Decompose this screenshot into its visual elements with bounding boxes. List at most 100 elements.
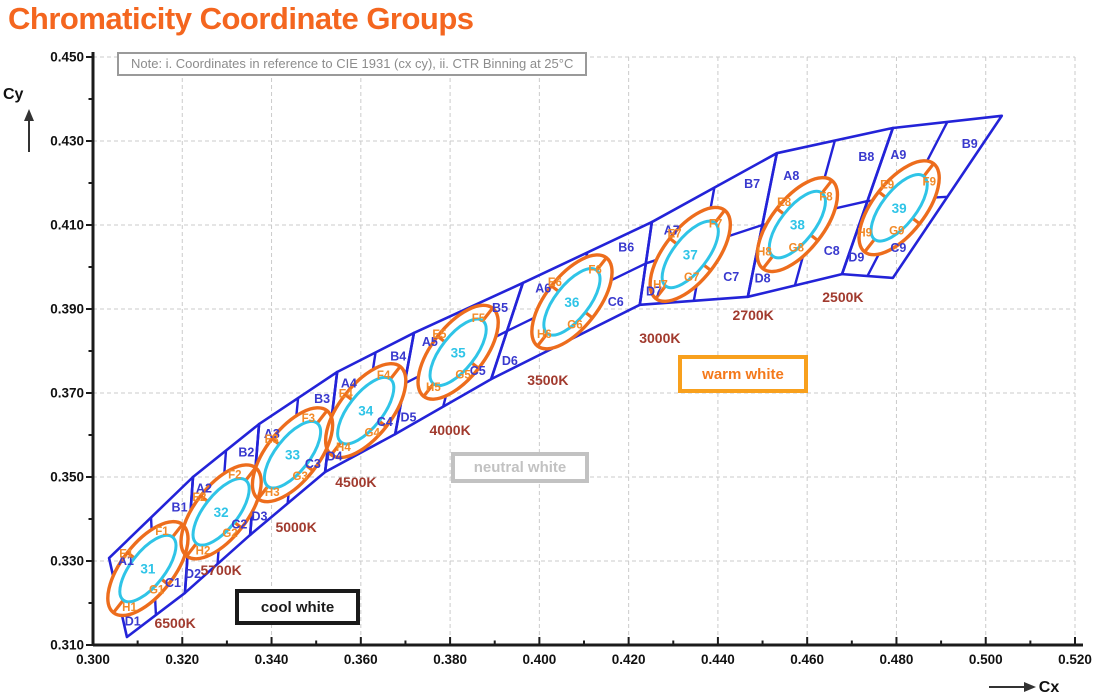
bin-quad-39 bbox=[840, 114, 1004, 280]
quadrant-label-D6: D6 bbox=[502, 354, 518, 368]
ellipse-label-H4: H4 bbox=[336, 442, 351, 454]
quadrant-label-C5: C5 bbox=[470, 364, 486, 378]
quadrant-label-C9: C9 bbox=[890, 241, 906, 255]
quadrant-label-B9: B9 bbox=[962, 137, 978, 151]
y-tick-label: 0.330 bbox=[50, 554, 84, 569]
x-axis-title: Cx bbox=[1039, 679, 1060, 696]
ellipse-label-G4: G4 bbox=[365, 428, 381, 440]
y-axis-arrow-icon bbox=[24, 109, 34, 121]
bin-ellipse-group-37 bbox=[648, 205, 733, 304]
ellipse-label-H5: H5 bbox=[426, 382, 441, 394]
inner-ellipse bbox=[660, 219, 720, 290]
x-tick-label: 0.360 bbox=[344, 652, 378, 667]
ellipse-label-F1: F1 bbox=[155, 526, 169, 538]
cct-label-4000K: 4000K bbox=[429, 422, 470, 438]
ellipse-label-F8: F8 bbox=[819, 192, 833, 204]
outer-ellipse bbox=[323, 361, 408, 460]
y-tick-label: 0.390 bbox=[50, 302, 84, 317]
ellipse-label-F9: F9 bbox=[923, 177, 936, 189]
quadrant-label-B6: B6 bbox=[618, 241, 634, 255]
outer-ellipse bbox=[106, 519, 190, 618]
ellipse-label-G8: G8 bbox=[789, 242, 805, 254]
ellipse-label-E7: E7 bbox=[668, 228, 682, 240]
ellipse-label-H2: H2 bbox=[196, 545, 211, 557]
ellipse-label-H9: H9 bbox=[857, 228, 872, 240]
quadrant-label-C8: C8 bbox=[824, 244, 840, 258]
ellipse-label-F5: F5 bbox=[472, 313, 486, 325]
bin-number-32: 32 bbox=[214, 505, 229, 520]
ellipse-label-F3: F3 bbox=[302, 413, 315, 425]
cct-label-3000K: 3000K bbox=[639, 330, 680, 346]
quadrant-label-B8: B8 bbox=[858, 150, 874, 164]
quadrant-label-C3: C3 bbox=[305, 457, 321, 471]
inner-ellipse bbox=[262, 420, 323, 490]
ellipse-label-E2: E2 bbox=[192, 492, 206, 504]
ellipse-label-E8: E8 bbox=[777, 197, 792, 209]
quadrant-label-A4: A4 bbox=[341, 377, 357, 391]
ellipse-label-G2: G2 bbox=[222, 528, 237, 540]
ellipse-label-H1: H1 bbox=[122, 602, 137, 614]
y-axis-title: Cy bbox=[3, 86, 24, 103]
bin-ellipse-group-31 bbox=[106, 519, 190, 618]
quadrant-label-D7: D7 bbox=[646, 284, 662, 298]
inner-ellipse bbox=[191, 477, 251, 547]
ellipse-label-E6: E6 bbox=[548, 277, 562, 289]
x-tick-label: 0.500 bbox=[969, 652, 1003, 667]
bin-number-37: 37 bbox=[683, 247, 698, 262]
quadrant-label-A1: A1 bbox=[118, 554, 134, 568]
quadrant-label-D9: D9 bbox=[848, 251, 864, 265]
cct-label-5000K: 5000K bbox=[275, 519, 316, 535]
outer-ellipse bbox=[530, 253, 614, 351]
quadrant-label-B7: B7 bbox=[744, 177, 760, 191]
outer-ellipse bbox=[250, 406, 335, 504]
x-tick-label: 0.420 bbox=[612, 652, 646, 667]
ellipse-label-H6: H6 bbox=[537, 329, 552, 341]
quadrant-label-A3: A3 bbox=[264, 427, 280, 441]
quadrant-label-D2: D2 bbox=[185, 567, 201, 581]
ellipse-label-E3: E3 bbox=[265, 434, 279, 446]
bin-number-34: 34 bbox=[358, 404, 374, 419]
quadrant-label-B3: B3 bbox=[314, 392, 330, 406]
x-tick-label: 0.520 bbox=[1058, 652, 1092, 667]
y-tick-label: 0.370 bbox=[50, 386, 84, 401]
quadrant-label-A2: A2 bbox=[196, 481, 212, 495]
y-tick-label: 0.310 bbox=[50, 638, 84, 653]
ellipse-label-F4: F4 bbox=[377, 370, 391, 382]
quadrant-label-C6: C6 bbox=[608, 295, 624, 309]
outer-ellipse bbox=[648, 205, 733, 304]
inner-ellipse bbox=[542, 267, 602, 337]
cct-label-5700K: 5700K bbox=[200, 562, 241, 578]
y-tick-label: 0.430 bbox=[50, 134, 84, 149]
x-tick-label: 0.340 bbox=[255, 652, 289, 667]
quadrant-label-B1: B1 bbox=[172, 500, 188, 514]
bin-ellipse-group-38 bbox=[755, 175, 840, 274]
outer-ellipse bbox=[755, 175, 840, 274]
zone-label-cool-white: cool white bbox=[235, 589, 360, 625]
axes: 0.300 0.320 0.340 0.360 0.380 0.400 0.420 0.440… bbox=[3, 50, 1092, 696]
inner-ellipse bbox=[118, 533, 178, 604]
ellipse-label-H3: H3 bbox=[265, 487, 280, 499]
page-title: Chromaticity Coordinate Groups bbox=[8, 1, 474, 36]
x-tick-label: 0.440 bbox=[701, 652, 735, 667]
quadrant-label-C2: C2 bbox=[231, 517, 247, 531]
ellipse-label-G9: G9 bbox=[889, 225, 904, 237]
x-tick-label: 0.300 bbox=[76, 652, 110, 667]
cct-label-6500K: 6500K bbox=[154, 615, 195, 631]
ellipse-label-G1: G1 bbox=[149, 585, 165, 597]
quadrant-label-C7: C7 bbox=[723, 270, 739, 284]
bin-number-35: 35 bbox=[451, 345, 467, 360]
ellipse-label-G7: G7 bbox=[684, 272, 699, 284]
bin-labels: A1 B1 C1 D1 E1 F1 G1 H1 31 6500K A2 B2 C2 D2 E2 F2 G2 H2 3… bbox=[118, 137, 978, 631]
quadrant-label-C1: C1 bbox=[165, 576, 181, 590]
x-tick-label: 0.460 bbox=[790, 652, 824, 667]
cct-label-4500K: 4500K bbox=[335, 474, 376, 490]
outer-ellipse bbox=[857, 159, 941, 257]
bin-ellipse-group-33 bbox=[250, 406, 335, 504]
x-tick-label: 0.400 bbox=[522, 652, 556, 667]
bin-number-38: 38 bbox=[790, 218, 806, 233]
bin-ellipse-group-35 bbox=[416, 303, 500, 401]
y-tick-label: 0.410 bbox=[50, 218, 84, 233]
y-tick-label: 0.450 bbox=[50, 50, 84, 65]
ellipse-label-E1: E1 bbox=[119, 549, 134, 561]
